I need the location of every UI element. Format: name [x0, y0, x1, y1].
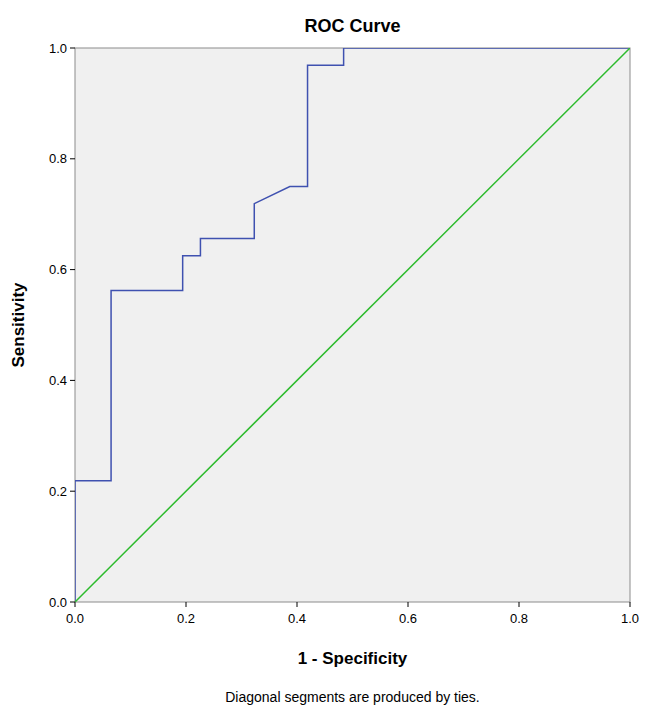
x-tick-label: 0.0: [66, 611, 84, 626]
y-tick: [70, 380, 75, 381]
y-tick-label: 1.0: [49, 41, 67, 56]
x-tick-label: 0.6: [399, 611, 417, 626]
x-tick-label: 1.0: [621, 611, 639, 626]
data-group: [75, 48, 630, 602]
chart: 0.0 0.2 0.4 0.6 0.8 1.0 0.0 0.2 0.4 0.6 0.8 1.0 ROC …: [0, 0, 649, 716]
x-tick: [519, 602, 520, 607]
x-tick-label: 0.4: [288, 611, 306, 626]
x-tick: [297, 602, 298, 607]
y-tick: [70, 602, 75, 603]
reference-line: [75, 48, 630, 602]
note: Diagonal segments are produced by ties.: [225, 689, 479, 705]
title: ROC Curve: [304, 16, 400, 36]
y-tick: [70, 158, 75, 159]
x-axis-label: 1 - Specificity: [298, 649, 408, 668]
y-tick-label: 0.8: [49, 151, 67, 166]
y-tick-label: 0.0: [49, 595, 67, 610]
x-tick: [186, 602, 187, 607]
x-tick: [75, 602, 76, 607]
y-axis-label: Sensitivity: [9, 282, 28, 368]
roc-curve: [75, 48, 630, 602]
x-tick: [408, 602, 409, 607]
y-tick: [70, 48, 75, 49]
y-tick: [70, 491, 75, 492]
y-tick-label: 0.2: [49, 484, 67, 499]
x-tick-label: 0.2: [177, 611, 195, 626]
y-tick-label: 0.6: [49, 262, 67, 277]
x-tick-label: 0.8: [510, 611, 528, 626]
plot-area: [75, 48, 630, 602]
y-tick: [70, 269, 75, 270]
x-tick: [630, 602, 631, 607]
y-tick-label: 0.4: [49, 373, 67, 388]
